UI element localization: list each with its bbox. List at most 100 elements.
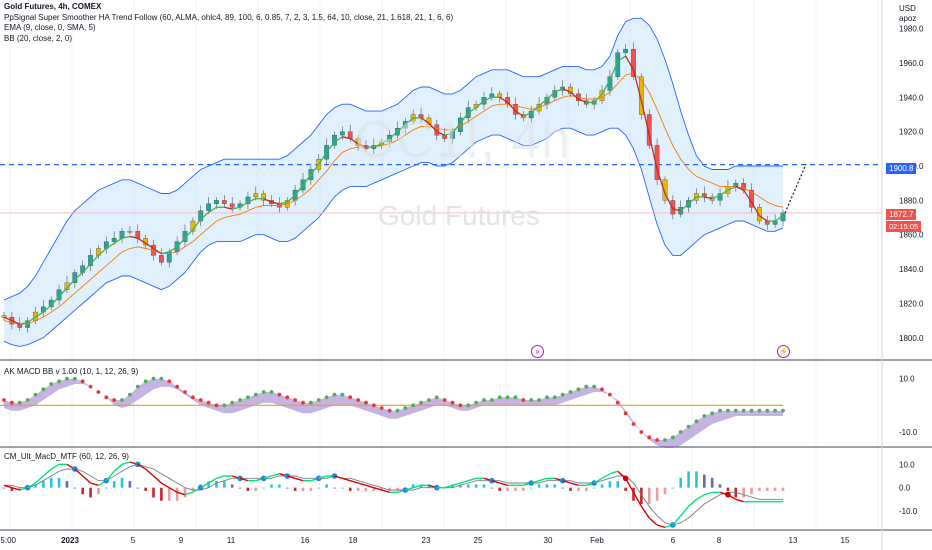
histogram-bar xyxy=(616,481,620,488)
trend-line-segment xyxy=(436,131,445,136)
macd-line-segment xyxy=(342,477,351,482)
trend-line-segment xyxy=(121,235,131,239)
macd-line-segment xyxy=(632,491,642,507)
histogram-bar xyxy=(459,484,462,488)
macd-tick-label: 10.0 xyxy=(899,375,915,384)
trend-line-segment xyxy=(381,137,390,145)
macd-dot xyxy=(379,406,384,410)
histogram-bar xyxy=(632,487,635,501)
ema-line xyxy=(3,72,784,325)
chart-title[interactable]: Gold Futures, 4h, COMEX xyxy=(4,2,102,11)
trend-line-segment xyxy=(66,278,76,289)
histogram-bar xyxy=(167,487,171,501)
macd-dot xyxy=(88,384,93,389)
trend-line-segment xyxy=(704,196,713,200)
histogram-bar xyxy=(262,487,265,489)
earnings-event-icon[interactable]: ⚡ xyxy=(777,345,790,358)
macd-dot xyxy=(246,395,250,400)
level-price-tag: 1900.8 xyxy=(886,163,917,174)
macd-line-segment xyxy=(137,463,146,470)
trend-line-segment xyxy=(515,110,524,117)
trend-line-segment xyxy=(302,174,312,186)
macd-line-segment xyxy=(50,463,60,470)
macd-dot xyxy=(104,395,109,400)
trend-line-segment xyxy=(459,112,469,124)
indicator-ema-label[interactable]: EMA (9, close, 0, SMA, 5) xyxy=(4,23,96,32)
macd-dot xyxy=(324,395,329,400)
histogram-bar xyxy=(325,484,328,488)
histogram-bar xyxy=(317,487,321,489)
histogram-bar xyxy=(765,487,769,491)
currency-label[interactable]: USD apoz xyxy=(899,4,916,24)
histogram-bar xyxy=(474,484,478,488)
macd-dot xyxy=(135,384,140,389)
macd-dot xyxy=(198,398,203,402)
histogram-bar xyxy=(254,487,258,491)
bollinger-band-fill xyxy=(4,18,783,347)
macd-dot xyxy=(623,411,628,416)
trend-line-segment xyxy=(774,215,784,222)
candle-body xyxy=(639,76,644,115)
macd-line-segment xyxy=(90,482,99,487)
macd-dot xyxy=(2,398,6,402)
macd-line-segment xyxy=(680,505,690,517)
histogram-bar xyxy=(687,471,690,488)
macd-dot xyxy=(80,379,85,384)
price-tick-label: 1820.0 xyxy=(899,299,924,308)
macd-line-segment xyxy=(145,468,154,477)
histogram-bar xyxy=(553,484,557,488)
trend-line-segment xyxy=(310,163,320,176)
trend-line-segment xyxy=(11,320,20,325)
histogram-bar xyxy=(482,484,486,488)
trend-line-segment xyxy=(137,237,146,244)
indicator-bb-label[interactable]: BB (20, close, 2, 0) xyxy=(4,33,73,43)
histogram-bar xyxy=(584,487,588,491)
macd-line-segment xyxy=(239,477,249,482)
trend-line-segment xyxy=(208,206,217,213)
trend-line-segment xyxy=(161,251,170,255)
macd-line-segment xyxy=(672,515,682,526)
macd-dot xyxy=(434,395,439,400)
dividend-event-icon[interactable]: » xyxy=(531,345,544,358)
macd-line-segment xyxy=(688,498,697,507)
macd-bb-pane-label[interactable]: AK MACD BB v 1.00 (10, 1, 12, 26, 9) xyxy=(4,367,139,376)
macd-dot xyxy=(489,398,494,402)
trend-line-segment xyxy=(42,304,52,313)
macd-dot xyxy=(773,408,778,413)
macd-dot xyxy=(253,392,258,397)
candle-body xyxy=(17,323,23,328)
macd-dot xyxy=(686,424,691,429)
histogram-bar xyxy=(372,487,376,491)
histogram-bar xyxy=(703,474,706,488)
histogram-bar xyxy=(388,487,391,491)
trend-line-segment xyxy=(672,208,681,212)
candle-body xyxy=(717,193,723,201)
trend-line-segment xyxy=(224,206,233,210)
macd-line-segment xyxy=(318,475,327,480)
indicator-ppsignal-label[interactable]: PpSignal Super Smoother HA Trend Follow … xyxy=(4,12,454,22)
macd-line-segment xyxy=(656,524,666,529)
macd-line-segment xyxy=(287,475,296,480)
time-axis-label: 2023 xyxy=(61,536,79,545)
histogram-bar xyxy=(89,487,92,498)
histogram-bar xyxy=(569,487,572,491)
macd-dot xyxy=(214,403,219,408)
trend-line-segment xyxy=(168,246,178,253)
macd-line-segment xyxy=(357,482,367,487)
macd-line-segment xyxy=(609,470,618,475)
histogram-bar xyxy=(411,484,415,488)
histogram-bar xyxy=(175,487,179,501)
ult-macd-pane-label[interactable]: CM_Ult_MacD_MTF (60, 12, 26, 9) xyxy=(4,452,129,461)
trend-line-segment xyxy=(184,229,194,239)
histogram-bar xyxy=(136,487,140,489)
macd-line-segment xyxy=(412,484,422,489)
histogram-bar xyxy=(285,487,289,489)
macd-dot xyxy=(670,435,675,440)
trend-line-segment xyxy=(342,136,351,140)
candle-body xyxy=(221,200,227,204)
macd-line-segment xyxy=(601,473,611,479)
macd-line-segment xyxy=(531,479,540,484)
histogram-bar xyxy=(592,487,596,489)
